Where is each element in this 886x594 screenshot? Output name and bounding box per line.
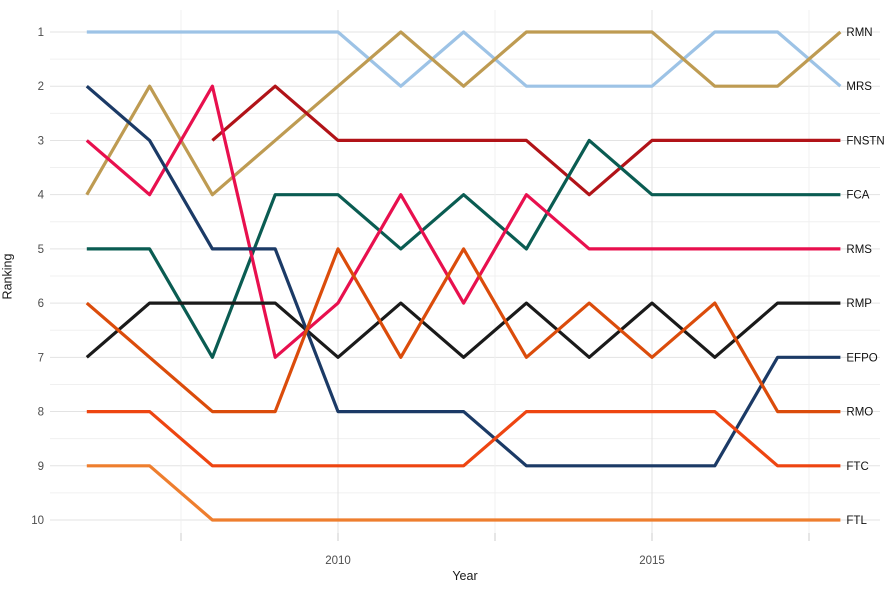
series-line-ftc <box>86 410 841 468</box>
y-tick-label: 7 <box>38 352 44 364</box>
y-tick-label: 4 <box>38 190 45 202</box>
series-line-mrs <box>86 30 842 88</box>
x-axis-title: Year <box>452 569 478 583</box>
series-label-efpo: EFPO <box>846 352 877 364</box>
series-line-fca <box>86 138 841 359</box>
series-label-ftl: FTL <box>846 515 867 527</box>
y-axis-title: Ranking <box>0 253 15 300</box>
series-label-rms: RMS <box>846 244 872 256</box>
series-line-rmo <box>85 247 841 414</box>
y-tick-label: 9 <box>38 461 44 473</box>
series-label-ftc: FTC <box>846 461 868 473</box>
series-line-efpo <box>85 84 841 468</box>
series-label-rmo: RMO <box>846 407 873 419</box>
series-line-rmp <box>85 301 841 359</box>
series-line-rms <box>85 84 841 359</box>
series-label-fca: FCA <box>846 190 869 202</box>
y-tick-label: 8 <box>38 407 44 419</box>
series-label-mrs: MRS <box>846 81 872 93</box>
y-tick-label: 3 <box>38 135 44 147</box>
x-tick-label: 2010 <box>325 555 351 567</box>
x-tick-label: 2015 <box>639 555 665 567</box>
y-tick-label: 1 <box>38 27 44 39</box>
y-tick-label: 10 <box>31 515 44 527</box>
y-tick-label: 5 <box>38 244 44 256</box>
y-tick-label: 2 <box>38 81 44 93</box>
series-label-fnstn: FNSTN <box>846 135 884 147</box>
series-line-fnstn <box>211 84 841 197</box>
series-label-rmn: RMN <box>846 27 872 39</box>
series-label-rmp: RMP <box>846 298 872 310</box>
y-tick-label: 6 <box>38 298 44 310</box>
series-line-rmn <box>85 30 842 197</box>
series-line-ftl <box>86 464 841 522</box>
